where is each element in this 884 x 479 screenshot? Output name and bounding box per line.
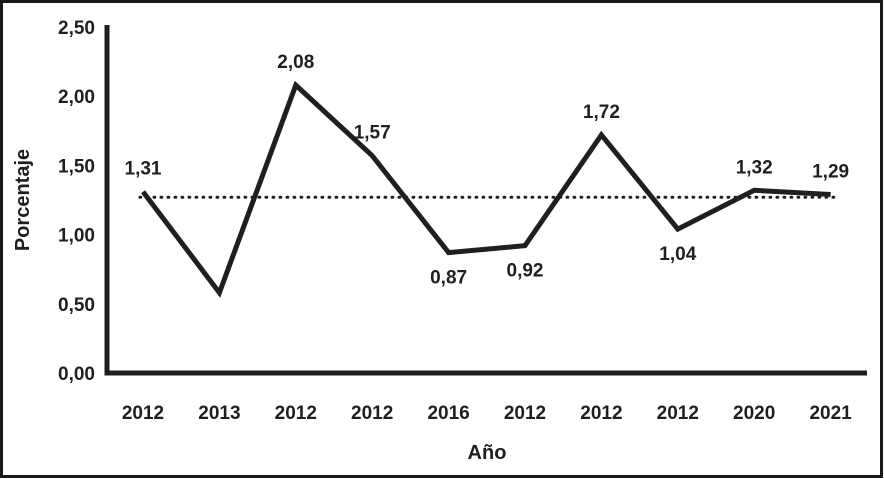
y-axis-title: Porcentaje [12,149,34,251]
y-tick-label: 1,50 [58,156,95,177]
point-label: 1,04 [659,244,696,265]
point-label: 1,29 [812,161,849,182]
plot-area: 0,00 0,50 1,00 1,50 2,00 2,50 2012 2013 2012 2012… [58,18,867,424]
x-tick-label: 2012 [122,403,164,424]
x-tick-label: 2013 [198,403,240,424]
point-label: 1,57 [354,123,391,144]
x-tick-label: 2020 [733,403,775,424]
point-label: 1,72 [583,102,620,123]
point-label: 2,08 [277,52,314,73]
y-tick-label: 0,50 [58,295,95,316]
point-label: 0,87 [430,268,467,289]
y-tick-label: 2,50 [58,18,95,39]
x-axis-title: Año [468,442,507,464]
point-label: 1,31 [125,159,162,180]
x-tick-label: 2012 [580,403,622,424]
x-tick-label: 2012 [504,403,546,424]
series-line [141,80,831,298]
point-label: 1,32 [736,157,773,178]
y-tick-label: 0,00 [58,364,95,385]
point-label: 0,92 [507,261,544,282]
x-tick-label: 2016 [427,403,469,424]
x-tick-label: 2012 [657,403,699,424]
y-tick-label: 1,00 [58,226,95,247]
y-tick-label: 2,00 [58,87,95,108]
x-tick-label: 2012 [351,403,393,424]
x-tick-label: 2021 [809,403,852,424]
x-tick-label: 2012 [275,403,317,424]
